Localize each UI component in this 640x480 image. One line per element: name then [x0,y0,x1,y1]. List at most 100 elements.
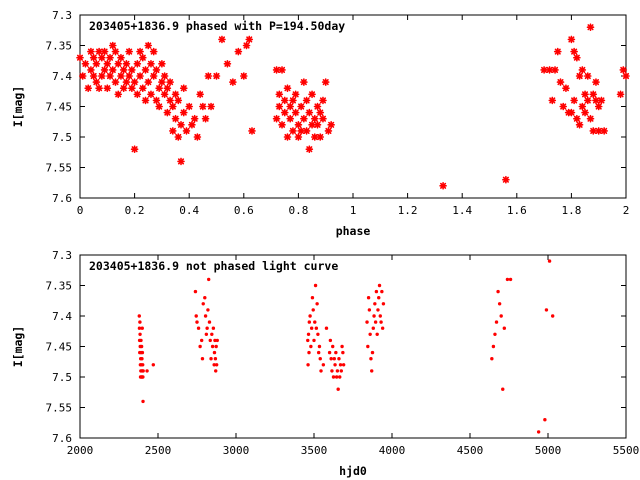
data-point [575,72,584,80]
data-point [439,182,447,190]
y-tick-label: 7.45 [46,341,73,354]
data-point [218,35,226,44]
data-point [76,53,84,62]
data-point [210,344,215,349]
data-point [198,344,202,349]
data-point [341,350,345,355]
data-point [307,350,311,355]
data-point [294,121,303,129]
y-tick-label: 7.3 [52,9,72,22]
x-tick-label: 2 [623,204,630,217]
data-point [381,302,386,306]
data-point [163,84,172,92]
phased-data-series [76,23,630,190]
data-point [583,72,592,80]
data-point [316,332,320,336]
data-point [92,59,101,68]
data-point [149,47,158,56]
data-point [371,326,375,330]
data-point [207,102,215,111]
data-point [491,344,496,349]
data-point [214,363,219,367]
data-point [375,332,379,336]
data-point [211,326,216,330]
data-point [136,47,144,56]
x-tick-label: 1.6 [507,204,527,217]
data-point [505,277,510,282]
data-point [201,302,205,306]
data-point [367,308,372,312]
data-point [280,108,289,117]
data-point [98,72,106,80]
data-point [141,96,150,105]
data-point [207,277,211,282]
data-point [147,59,155,68]
data-point [209,357,213,361]
data-point [245,35,254,44]
data-point [370,369,374,373]
y-tick-label: 7.5 [52,131,72,144]
data-point [589,90,598,99]
data-point [331,375,336,379]
data-point [212,72,221,80]
data-point [302,96,311,105]
data-point [206,308,210,312]
data-point [616,90,625,99]
x-tick-label: 1 [350,204,357,217]
unphased-x-axis-label: hjd0 [339,464,367,478]
data-point [365,320,369,324]
data-point [321,78,330,86]
y-tick-label: 7.55 [46,162,73,175]
data-point [314,326,319,330]
data-point [567,108,576,117]
data-point [550,314,555,318]
x-tick-label: 3500 [301,444,328,457]
data-point [215,338,219,343]
data-point [319,114,327,123]
data-point [111,47,120,56]
data-point [278,66,286,74]
data-point [308,314,312,318]
data-point [502,175,510,184]
data-point [130,78,139,86]
data-point [212,350,217,355]
data-point [336,387,340,391]
data-point [570,47,578,56]
x-tick-label: 2000 [67,444,94,457]
data-point [108,66,117,74]
data-point [338,375,342,379]
data-point [317,344,322,349]
phased-x-axis-label: phase [336,224,371,238]
data-point [234,47,243,56]
data-point [205,326,209,330]
x-tick-label: 1.4 [452,204,472,217]
data-point [179,108,188,117]
x-tick-label: 3000 [223,444,250,457]
data-point [212,363,216,367]
data-point [138,320,142,324]
data-point [309,344,313,349]
data-point [551,66,559,74]
data-point [289,127,297,135]
tick-group: 2000 2500 3000 3500 4000 4500 5000 5500 7.3 7.35 7… [46,249,640,457]
data-point [324,127,333,135]
data-point [307,320,312,324]
data-point [179,84,188,92]
data-point [152,96,161,105]
unphased-chart-title: 203405+1836.9 not phased light curve [89,259,338,273]
data-point [201,114,210,123]
x-tick-label: 2500 [145,444,172,457]
data-point [185,102,193,111]
data-point [141,375,145,379]
data-point [536,430,541,434]
x-tick-label: 1.2 [398,204,418,217]
data-point [242,41,251,50]
data-point [280,96,289,105]
data-point [311,308,315,312]
data-point [556,78,565,86]
data-point [106,53,114,62]
data-point [306,332,311,336]
data-point [494,320,499,324]
data-point [302,127,311,135]
data-point [283,84,292,92]
